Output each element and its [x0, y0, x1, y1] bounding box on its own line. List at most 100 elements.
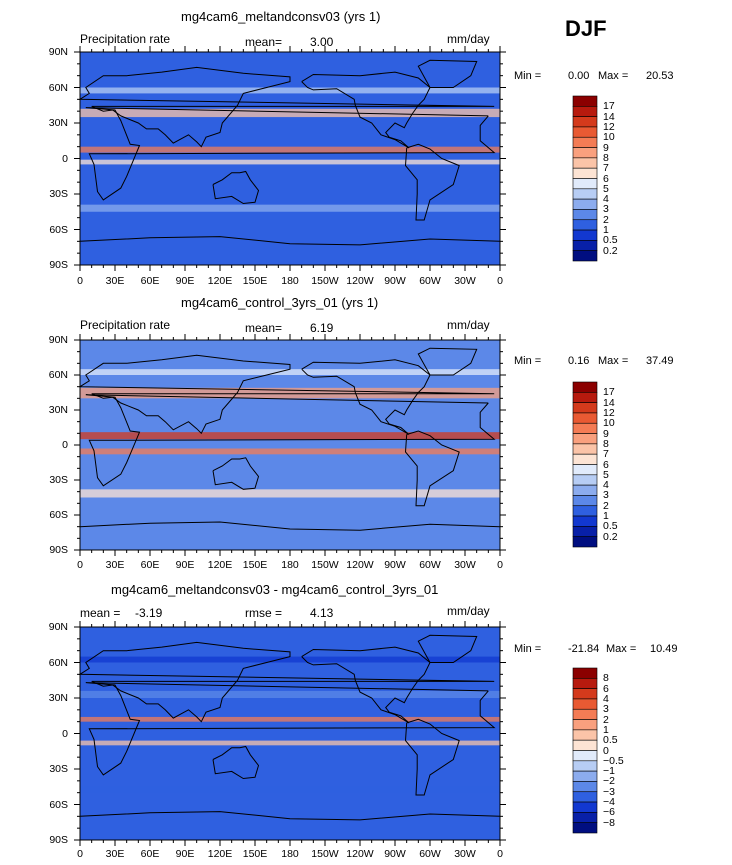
lon-tick-label: 120E [207, 275, 233, 287]
lon-tick-label: 180 [281, 559, 299, 571]
colorbar-tick-label: 8 [603, 151, 609, 164]
panel-2-lat-ticks: 90N 60N 30N 0 30S 60S 90S [0, 334, 78, 556]
colorbar-tick-label: 3 [603, 703, 609, 716]
coastline [212, 745, 260, 780]
lon-tick-label: 150W [311, 848, 339, 860]
colorbar-swatch [572, 167, 598, 179]
colorbar-tick-label: 1 [603, 510, 609, 523]
colorbar-swatch [572, 812, 598, 823]
colorbar-swatch [572, 443, 598, 455]
lat-tick-label: 0 [62, 152, 68, 165]
colorbar-tick-label: 4 [603, 193, 609, 206]
coastline [212, 170, 260, 205]
lon-tick-label: 150E [242, 559, 268, 571]
panel-1-colorbar-labels: 17 14 12 10 9 8 7 6 5 4 3 2 1 0.5 0.2 [603, 96, 643, 261]
lon-tick-label: 120W [346, 559, 374, 571]
panel-2-map [74, 334, 506, 556]
coastline [79, 521, 501, 531]
panel-1-units: mm/day [447, 32, 490, 46]
colorbar-swatch [572, 801, 598, 813]
lon-tick-label: 0 [77, 275, 83, 287]
lon-tick-label: 120E [207, 848, 233, 860]
colorbar-swatch [572, 95, 598, 107]
colorbar-tick-label: −4 [603, 796, 615, 809]
precip-band [80, 489, 500, 498]
lon-tick-label: 90W [384, 275, 406, 287]
panel-1-max-value: 20.53 [646, 70, 674, 82]
colorbar-swatch [572, 147, 598, 159]
coastline [78, 66, 495, 148]
colorbar-tick-label: 5 [603, 468, 609, 481]
lat-tick-label: 60N [48, 369, 68, 381]
coastline [79, 236, 501, 246]
colorbar-swatch [572, 178, 598, 190]
lon-tick-label: 120W [346, 275, 374, 287]
panel-2-units: mm/day [447, 318, 490, 332]
colorbar-tick-label: 8 [603, 437, 609, 450]
lon-tick-label: 90E [175, 848, 195, 860]
colorbar-swatch [572, 750, 598, 762]
precip-band [80, 108, 500, 118]
coastline [212, 457, 260, 490]
map-background [80, 52, 500, 265]
coastline [404, 143, 460, 221]
lon-tick-label: 150E [242, 848, 268, 860]
colorbar-tick-label: 2 [603, 499, 609, 512]
colorbar-swatch [572, 209, 598, 221]
lon-tick-label: 120E [207, 559, 233, 571]
colorbar-tick-label: 1 [603, 224, 609, 237]
lat-tick-label: 60N [48, 81, 68, 94]
lon-tick-label: 30W [454, 848, 476, 860]
colorbar-swatch [572, 822, 598, 834]
colorbar-tick-label: −1 [603, 765, 615, 778]
lon-tick-label: 60E [140, 559, 160, 571]
panel-1-max-label: Max = [598, 70, 629, 82]
colorbar-swatch [572, 198, 598, 210]
coastline [85, 394, 496, 487]
panel-3-mean-label: mean = [80, 606, 121, 620]
lon-tick-label: 0 [497, 848, 503, 860]
colorbar-swatch [572, 474, 598, 486]
colorbar-swatch [572, 136, 598, 148]
colorbar-tick-label: 3 [603, 203, 609, 216]
precip-band [80, 716, 500, 722]
colorbar-swatch [572, 381, 598, 393]
colorbar-tick-label: 6 [603, 172, 609, 185]
panel-3-rmse-label: rmse = [245, 606, 283, 620]
colorbar-tick-label: 17 [603, 100, 615, 113]
colorbar-swatch [572, 433, 598, 445]
coastline [301, 646, 431, 724]
panel-1-mean-label: mean= [245, 35, 283, 49]
lat-tick-label: 30N [48, 117, 68, 129]
panel-1-mean-value: 3.00 [310, 35, 334, 49]
lon-tick-label: 60W [419, 559, 441, 571]
colorbar-tick-label: 0.2 [603, 530, 618, 543]
lon-tick-label: 150E [242, 275, 268, 287]
panel-2-min-label: Min = [514, 355, 542, 367]
colorbar-swatch [572, 219, 598, 231]
coastline [78, 354, 495, 435]
colorbar-tick-label: 14 [603, 110, 615, 123]
colorbar-swatch [572, 791, 598, 803]
lon-tick-label: 150W [311, 275, 339, 287]
colorbar-tick-label: 2 [603, 713, 609, 726]
lon-tick-label: 30W [454, 559, 476, 571]
panel-1-colorbar [572, 95, 598, 262]
lat-tick-label: 0 [62, 439, 68, 451]
colorbar-swatch [572, 106, 598, 117]
lon-tick-label: 180 [281, 848, 299, 860]
coastline [404, 430, 460, 507]
colorbar-swatch [572, 739, 598, 751]
precip-band [80, 740, 500, 746]
lat-tick-label: 90N [48, 334, 68, 346]
lon-tick-label: 60W [419, 275, 441, 287]
lat-tick-label: 90S [49, 544, 68, 556]
lat-tick-label: 60S [49, 509, 68, 521]
colorbar-swatch [572, 729, 598, 741]
colorbar-tick-label: −2 [603, 775, 615, 788]
colorbar-tick-label: 1 [603, 723, 609, 736]
precip-band [80, 656, 500, 663]
colorbar-tick-label: 10 [603, 417, 615, 430]
colorbar-swatch [572, 505, 598, 517]
panel-2-max-label: Max = [598, 355, 629, 367]
